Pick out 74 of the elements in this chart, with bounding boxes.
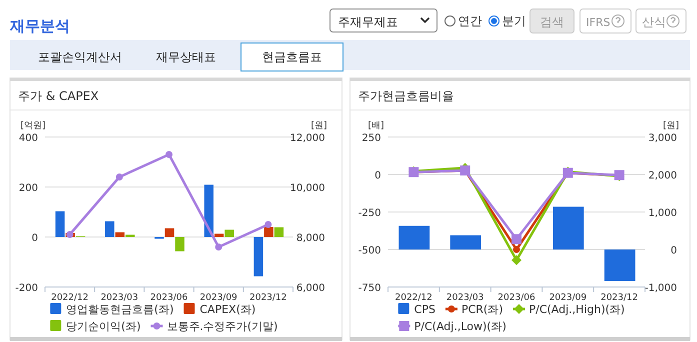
point [166,151,172,158]
y2-axis-title: [원] [662,121,679,131]
x-tick-label: 2022/12 [51,293,88,303]
text: 재무상태표 [156,50,216,64]
y-axis-title: [배] [368,121,384,131]
point [116,174,123,180]
x-tick-label: 2023/06 [498,293,536,303]
bar [164,228,174,237]
y2-tick-label: 10,000 [290,183,325,194]
y2-tick-label: -1,000 [644,283,677,294]
y-tick-label: 0 [32,233,38,244]
chart-title: 주가현금흐름비율 [358,89,454,103]
legend-label: 보통주.수정주가(기말) [166,320,278,333]
point [215,244,222,250]
legend-label: PCR(좌) [461,303,503,316]
legend-label: 영업활동현금흐름(좌) [66,303,174,316]
legend-label: 당기순이익(좌) [66,320,141,333]
y2-tick-label: 12,000 [290,133,325,144]
point [512,234,522,244]
point [264,221,272,228]
x-tick-label: 2023/03 [446,293,484,303]
x-tick-label: 2023/12 [600,293,638,303]
text: 현금흐름표 [262,50,322,64]
y-tick-label: 0 [374,170,381,182]
y2-tick-label: 0 [670,246,677,256]
y-tick-label: -500 [358,246,381,256]
x-tick-label: 2023/09 [200,293,238,303]
bar [604,250,636,281]
y2-tick-label: 3,000 [648,133,677,144]
text: IFRS [586,16,610,29]
bar [450,235,482,250]
y-tick-label: -200 [15,283,38,294]
bar [224,230,234,237]
text: 연간 [458,14,482,28]
x-tick-label: 2023/09 [549,293,587,303]
text: 분기 [502,14,526,28]
legend-label: CPS [414,303,436,316]
bar [175,237,184,252]
y2-tick-label: 6,000 [296,283,325,294]
bar [254,237,264,276]
y2-tick-label: 1,000 [648,208,677,219]
text: 주재무제표 [338,15,398,29]
bar [274,227,284,237]
bar [204,184,214,237]
y2-axis-title: [원] [310,121,327,131]
y-tick-label: 250 [362,133,381,144]
x-tick-label: 2022/12 [395,293,432,303]
point [512,255,522,266]
y2-tick-label: 8,000 [296,233,325,244]
text: 포괄손익계산서 [38,50,122,64]
bar [264,227,274,237]
bar [552,206,584,250]
bar [115,232,125,237]
point [513,246,520,253]
bar [398,226,430,250]
text: 검색 [540,15,564,29]
text: 산식 [642,15,666,29]
x-tick-label: 2023/06 [150,293,188,303]
x-tick-label: 2023/03 [100,293,138,303]
y2-tick-label: 2,000 [648,170,677,182]
bar [55,211,65,237]
y-tick-label: -250 [358,208,381,219]
legend-label: CAPEX(좌) [200,303,256,316]
bar [105,221,114,237]
y-axis-title: [억원] [20,121,46,131]
legend-label: P/C(Adj.,Low)(좌) [414,320,506,333]
text: 재무분석 [9,17,70,35]
y-tick-label: 400 [18,133,38,144]
chart-title: 주가 & CAPEX [18,89,99,103]
y-tick-label: -750 [358,283,381,294]
y-tick-label: 200 [18,183,38,194]
bar [214,234,224,237]
legend-label: P/C(Adj.,High)(좌) [529,303,625,316]
x-tick-label: 2023/12 [250,293,287,303]
